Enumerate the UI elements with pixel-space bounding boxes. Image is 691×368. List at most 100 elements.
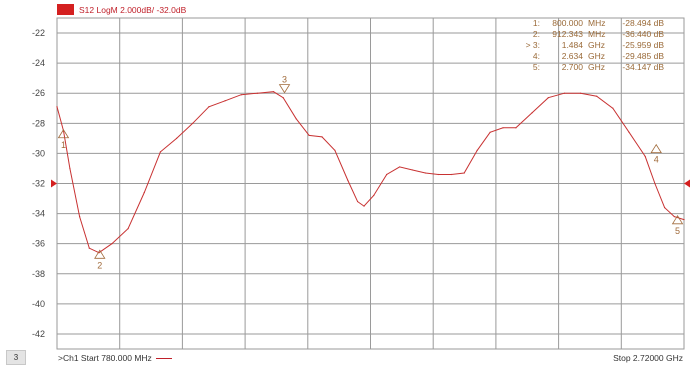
y-tick-label: -38 (32, 269, 45, 279)
data-point (547, 97, 549, 99)
data-point (256, 92, 258, 94)
stop-frequency: Stop 2.72000 GHz (613, 353, 683, 363)
data-point (56, 106, 58, 108)
data-point (175, 137, 178, 139)
data-point (111, 243, 113, 245)
channel-number-badge[interactable]: 3 (6, 350, 26, 365)
data-point (628, 131, 630, 133)
data-point (208, 106, 210, 108)
marker-row-5-value: -34.147 dB (622, 62, 664, 72)
data-point (240, 94, 242, 96)
marker-5-triangle (671, 215, 684, 225)
data-point (463, 172, 465, 174)
marker-row-4-id: 4: (533, 51, 540, 61)
data-point (127, 228, 129, 230)
data-point (192, 122, 194, 124)
data-point (69, 167, 71, 170)
data-point (489, 131, 491, 133)
y-tick-label: -30 (32, 148, 45, 158)
data-point (437, 173, 439, 176)
marker-row-5-id: 5: (533, 62, 540, 72)
data-point (321, 136, 323, 138)
marker-row-5-unit: GHz (588, 62, 605, 72)
data-point (282, 97, 284, 99)
data-point (347, 179, 349, 182)
marker-row-1-id: 1: (533, 18, 540, 28)
data-point (515, 127, 517, 129)
data-point (272, 91, 275, 93)
status-bar: 3 >Ch1 Start 780.000 MHz Stop 2.72000 GH… (0, 349, 691, 368)
trace-label[interactable]: S12 LogM 2.000dB/ -32.0dB (79, 5, 187, 15)
data-point (386, 173, 388, 176)
data-point (79, 216, 81, 218)
data-point (579, 92, 582, 94)
data-point (612, 107, 614, 109)
marker-row-2-value: -36.440 dB (622, 29, 664, 39)
data-point (363, 205, 365, 207)
y-tick-label: -36 (32, 239, 45, 249)
y-tick-labels: -22 -24 -26 -28 -30 -32 -34 -36 -38 -40 -42 (32, 28, 45, 339)
data-point (295, 118, 297, 120)
marker-2-triangle (94, 249, 106, 259)
marker-row-3-unit: GHz (588, 40, 605, 50)
data-point (673, 216, 675, 218)
data-point (373, 194, 375, 197)
marker-row-2-id: 2: (533, 29, 540, 39)
trace-swatch[interactable] (57, 4, 74, 15)
marker-3-label: 3 (282, 75, 287, 85)
data-point (334, 149, 336, 151)
marker-2-label: 2 (97, 260, 102, 270)
grid (56, 17, 685, 350)
data-point (502, 127, 504, 129)
data-point (356, 200, 359, 203)
data-point (664, 206, 666, 209)
marker-4-label: 4 (654, 155, 659, 165)
y-tick-label: -26 (32, 88, 45, 98)
trace-line-swatch (155, 358, 172, 360)
y-tick-label: -40 (32, 299, 45, 309)
marker-row-2-freq: 912.343 (552, 29, 583, 39)
marker-table: 1: 800.000 MHz -28.494 dB 2: 912.343 MHz… (526, 18, 665, 72)
marker-row-3-id: > 3: (526, 40, 540, 50)
data-point (398, 166, 401, 168)
marker-1-label: 1 (61, 140, 66, 150)
marker-1-triangle (57, 128, 70, 139)
marker-row-4-unit: GHz (588, 51, 605, 61)
marker-layer: 1 2 3 4 5 (57, 75, 684, 270)
reference-arrow-right (684, 179, 690, 188)
marker-row-3-value: -25.959 dB (622, 40, 664, 50)
marker-row-4-value: -29.485 dB (622, 51, 664, 61)
y-tick-label: -22 (32, 28, 45, 38)
series-layer (56, 91, 685, 254)
y-tick-label: -34 (32, 209, 45, 219)
y-tick-label: -28 (32, 118, 45, 128)
reference-level-markers (51, 179, 690, 188)
marker-4-triangle (650, 143, 662, 154)
marker-row-4-freq: 2.634 (562, 51, 584, 61)
marker-row-2-unit: MHz (588, 29, 605, 39)
data-point (476, 149, 478, 151)
data-point (531, 112, 533, 114)
start-frequency-text: >Ch1 Start 780.000 MHz (58, 353, 152, 363)
marker-row-1-value: -28.494 dB (622, 18, 664, 28)
data-point (683, 219, 685, 221)
y-tick-label: -24 (32, 58, 45, 68)
data-point (654, 182, 656, 185)
data-point (424, 172, 427, 174)
data-point (644, 155, 646, 158)
data-point (450, 173, 452, 176)
y-tick-label: -32 (32, 179, 45, 189)
data-point (411, 169, 414, 171)
marker-row-1-freq: 800.000 (552, 18, 583, 28)
data-point (224, 100, 226, 102)
marker-3-triangle (278, 84, 291, 94)
marker-row-1-unit: MHz (588, 18, 605, 28)
data-point (143, 191, 145, 194)
data-point (88, 247, 90, 249)
reference-arrow-left (51, 179, 57, 188)
data-point (563, 92, 566, 94)
data-point (159, 151, 162, 153)
marker-row-3-freq: 1.484 (562, 40, 584, 50)
marker-5-label: 5 (675, 226, 680, 236)
